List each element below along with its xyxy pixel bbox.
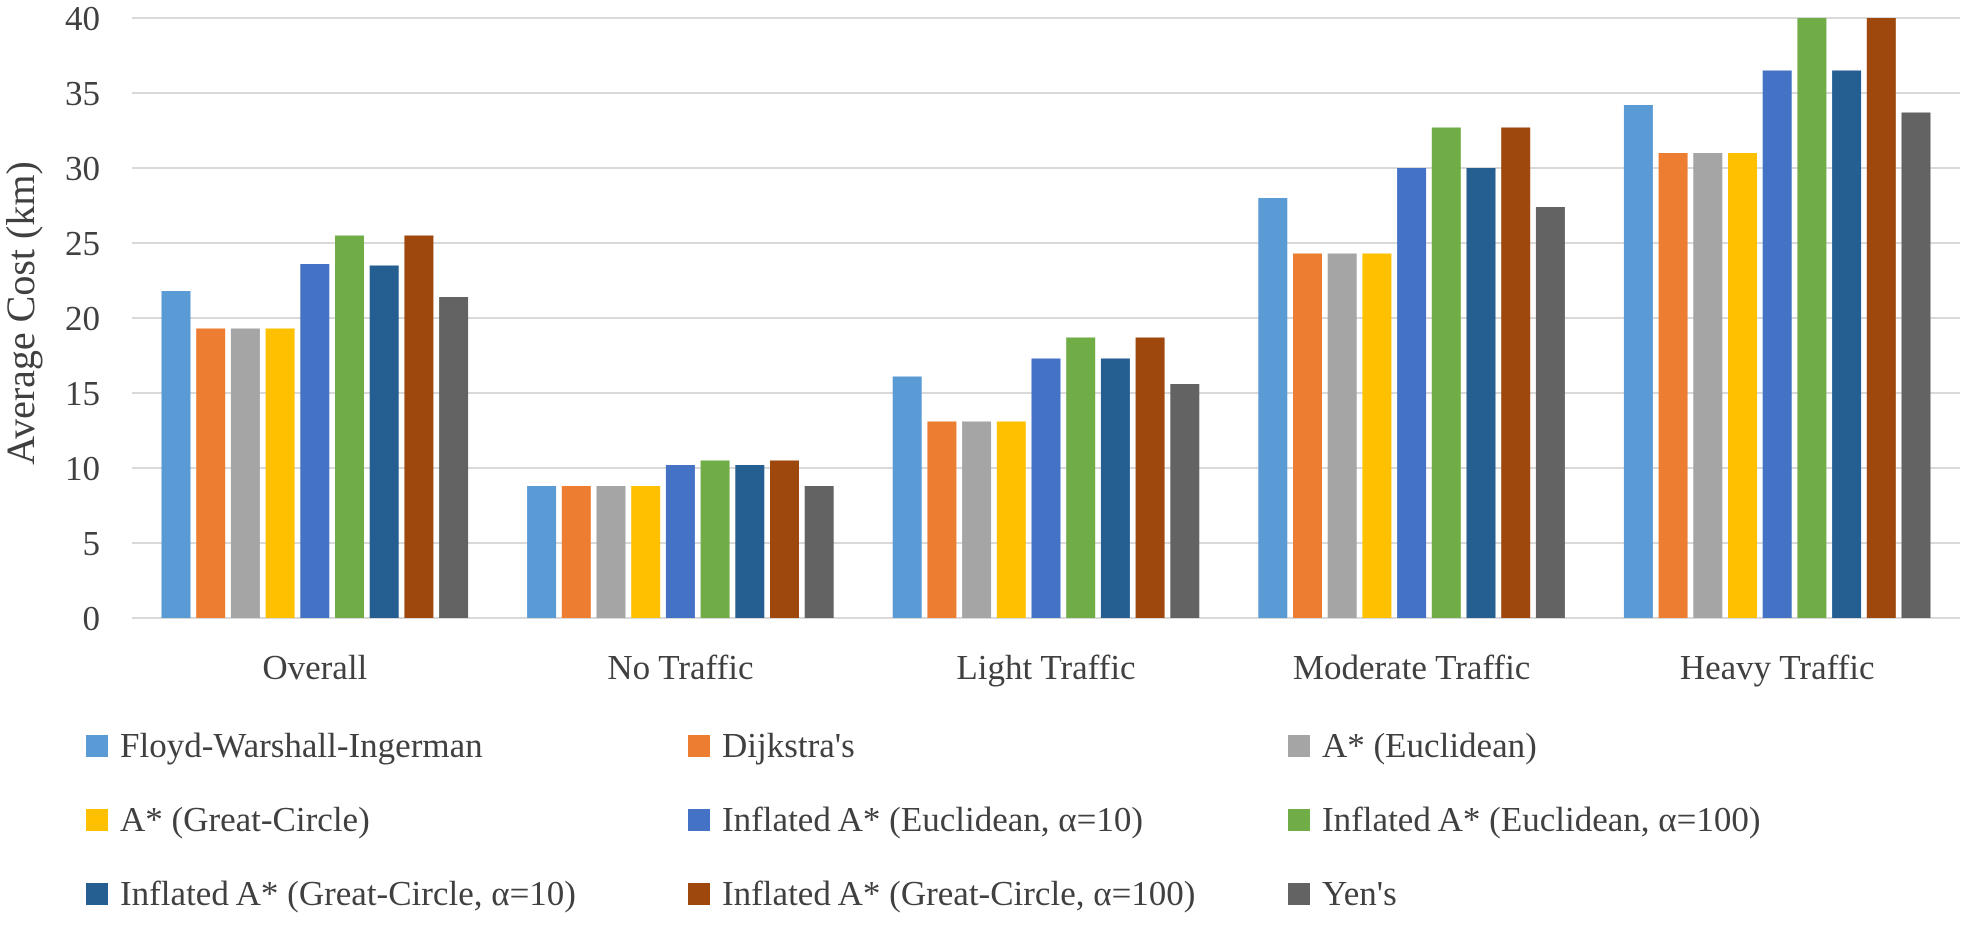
legend-swatch — [688, 735, 710, 757]
bar-chart: 0 5 10 15 20 25 30 35 40 Overall No Traffic Light … — [0, 0, 1960, 687]
x-tick-label: Moderate Traffic — [1293, 648, 1531, 687]
bar — [527, 486, 557, 618]
legend-item: Inflated A* (Euclidean, α=100) — [1288, 800, 1761, 840]
bar — [335, 235, 364, 618]
legend-label: Inflated A* (Great-Circle, α=100) — [722, 874, 1196, 913]
legend-label: Dijkstra's — [722, 726, 855, 765]
legend-label: Inflated A* (Great-Circle, α=10) — [120, 874, 576, 913]
bar — [1066, 337, 1096, 618]
legend-label: A* (Great-Circle) — [120, 800, 370, 839]
bar — [1258, 198, 1288, 618]
bar — [1901, 112, 1931, 618]
legend-swatch — [86, 809, 108, 831]
legend-item: A* (Great-Circle) — [86, 800, 370, 840]
legend-item: Dijkstra's — [688, 726, 855, 766]
bar — [996, 421, 1026, 618]
bar — [1327, 253, 1357, 618]
bar — [369, 265, 399, 618]
legend-item: Inflated A* (Great-Circle, α=10) — [86, 874, 576, 914]
legend-swatch — [1288, 883, 1310, 905]
bar — [196, 328, 226, 618]
bar — [770, 460, 799, 618]
bars — [161, 18, 1931, 618]
x-tick-label: Light Traffic — [956, 648, 1135, 687]
bar — [404, 235, 434, 618]
bar — [892, 376, 922, 618]
legend-item: Inflated A* (Euclidean, α=10) — [688, 800, 1143, 840]
legend-swatch — [688, 883, 710, 905]
legend-label: Inflated A* (Euclidean, α=100) — [1322, 800, 1761, 839]
x-tick-label: Heavy Traffic — [1680, 648, 1875, 687]
y-tick-label: 0 — [83, 599, 101, 638]
bar — [1658, 153, 1688, 618]
y-tick-label: 40 — [65, 0, 100, 38]
x-tick-label: No Traffic — [607, 648, 753, 687]
bar — [1535, 207, 1565, 618]
y-tick-label: 25 — [65, 224, 100, 263]
bar — [230, 328, 260, 618]
legend-swatch — [1288, 809, 1310, 831]
bar — [1832, 70, 1862, 618]
bar — [1866, 18, 1896, 618]
bar — [1431, 127, 1461, 618]
legend-label: Yen's — [1322, 874, 1397, 913]
bar — [665, 465, 695, 618]
bar — [1135, 337, 1165, 618]
bar — [1728, 153, 1757, 618]
bar — [561, 486, 591, 618]
bar — [1466, 168, 1496, 618]
bar — [1623, 105, 1653, 618]
bar — [1762, 70, 1792, 618]
y-tick-label: 15 — [65, 374, 100, 413]
bar — [596, 486, 626, 618]
bar — [1031, 358, 1061, 618]
bar — [1170, 384, 1200, 618]
bar — [1501, 127, 1531, 618]
x-tick-label: Overall — [262, 648, 367, 687]
bar — [962, 421, 992, 618]
bar — [804, 486, 834, 618]
y-tick-label: 10 — [65, 449, 100, 488]
legend: Floyd-Warshall-Ingerman Dijkstra's A* (Euc… — [86, 726, 1966, 926]
legend-label: Floyd-Warshall-Ingerman — [120, 726, 483, 765]
legend-swatch — [688, 809, 710, 831]
legend-item: Floyd-Warshall-Ingerman — [86, 726, 483, 766]
legend-label: A* (Euclidean) — [1322, 726, 1537, 765]
bar — [161, 291, 191, 618]
legend-item: A* (Euclidean) — [1288, 726, 1537, 766]
bar — [735, 465, 765, 618]
bar — [1797, 18, 1827, 618]
bar — [1100, 358, 1130, 618]
bar — [1693, 153, 1723, 618]
bar — [631, 486, 661, 618]
y-tick-label: 35 — [65, 74, 100, 113]
y-tick-label: 20 — [65, 299, 100, 338]
y-tick-label: 30 — [65, 149, 100, 188]
bar — [300, 264, 330, 618]
legend-swatch — [86, 735, 108, 757]
bar — [700, 460, 730, 618]
x-axis-labels: Overall No Traffic Light Traffic Moderate T… — [262, 648, 1874, 687]
grid-lines — [132, 17, 1960, 619]
bar — [927, 421, 957, 618]
y-axis-ticks: 0 5 10 15 20 25 30 35 40 — [65, 0, 100, 638]
bar — [1293, 253, 1322, 618]
legend-swatch — [1288, 735, 1310, 757]
legend-swatch — [86, 883, 108, 905]
bar — [1397, 168, 1427, 618]
bar — [1362, 253, 1392, 618]
bar — [265, 328, 295, 618]
legend-label: Inflated A* (Euclidean, α=10) — [722, 800, 1143, 839]
y-tick-label: 5 — [83, 524, 101, 563]
y-axis-label: Average Cost (km) — [0, 161, 43, 465]
legend-item: Inflated A* (Great-Circle, α=100) — [688, 874, 1195, 914]
bar — [439, 297, 469, 618]
legend-item: Yen's — [1288, 874, 1397, 914]
